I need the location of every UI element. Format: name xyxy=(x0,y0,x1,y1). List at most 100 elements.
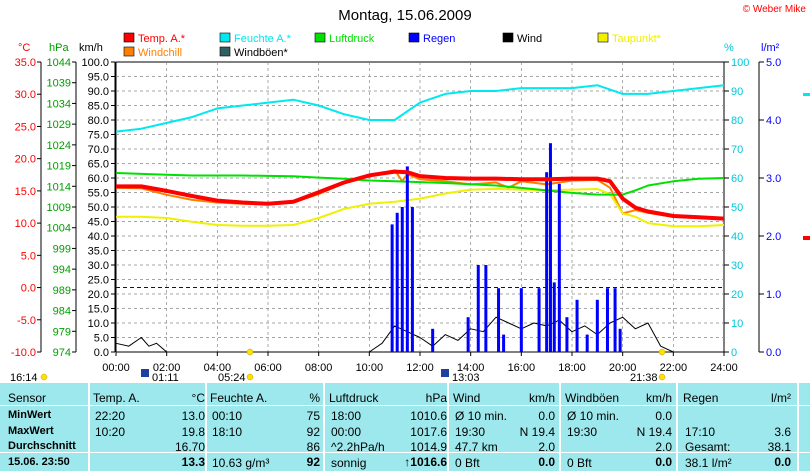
stats-cell-value-dr: 1017.6 xyxy=(410,425,447,439)
sun-icon xyxy=(40,373,48,381)
wind-unit-label: km/h xyxy=(79,42,103,54)
stats-cell-value-wi: 2.0 xyxy=(538,440,555,454)
temp-tick-label: 20.0 xyxy=(15,154,36,166)
stats-header-dr: Luftdruck xyxy=(329,391,379,405)
stats-row-separator xyxy=(0,405,810,406)
wind-tick-label: 60.0 xyxy=(88,173,109,185)
rain-bar xyxy=(497,288,501,352)
humidity-tick-label: 50 xyxy=(731,202,743,214)
stats-cell-time-feu: 18:10 xyxy=(212,425,243,439)
rain-bar xyxy=(400,207,404,352)
wind-tick-label: 100.0 xyxy=(81,57,109,69)
time-tick-label: 02:00 xyxy=(153,362,181,374)
stats-header-bo: Windböen xyxy=(565,391,620,405)
stats-cell-value-wi: N 19.4 xyxy=(519,425,555,439)
series-line-feuchte-a xyxy=(115,84,725,133)
wind-tick-label: 95.0 xyxy=(88,72,109,84)
stats-row-label: MinWert xyxy=(8,409,52,421)
stats-cell-value-temp: 19.8 xyxy=(181,425,205,439)
humidity-tick-label: 40 xyxy=(731,231,743,243)
rain-bar xyxy=(585,334,589,352)
moon-icon xyxy=(141,369,149,377)
stats-column-separator xyxy=(88,383,90,471)
wind-tick-label: 50.0 xyxy=(88,202,109,214)
rain-bar xyxy=(605,288,609,352)
stats-table: Sensor MinWert MaxWert Durchschnitt 15.06. 2… xyxy=(0,383,810,471)
rain-bar xyxy=(537,288,541,352)
stats-cell-value-dr: 1014.9 xyxy=(410,440,447,454)
legend-label: Temp. A.* xyxy=(138,33,186,45)
legend-label: Taupunkt* xyxy=(612,33,662,45)
wind-tick-label: 35.0 xyxy=(88,246,109,258)
stats-cell-time-dr: 18:00 xyxy=(331,409,362,423)
rain-tick-label: 0.0 xyxy=(766,347,781,359)
rain-bar xyxy=(552,282,556,352)
rain-tick-label: 2.0 xyxy=(766,231,781,243)
rain-bar xyxy=(502,334,506,352)
stats-column-separator xyxy=(447,383,449,471)
stats-cell-value-bo: 2.0 xyxy=(655,440,672,454)
stats-column-separator xyxy=(323,383,325,471)
legend-swatch xyxy=(123,46,135,57)
rain-bar xyxy=(557,183,561,352)
stats-header-unit-bo: km/h xyxy=(645,391,672,405)
legend-swatch xyxy=(123,32,135,43)
legend-label: Feuchte A.* xyxy=(234,33,292,45)
humidity-tick-label: 30 xyxy=(731,260,743,272)
temp-tick-label: -10.0 xyxy=(11,347,36,359)
wind-tick-label: 40.0 xyxy=(88,231,109,243)
stats-cell-time-wi: 19:30 xyxy=(455,425,486,439)
rain-bar xyxy=(519,288,523,352)
stats-cell-value-re: 38.1 xyxy=(767,440,791,454)
temp-tick-label: 10.0 xyxy=(15,218,36,230)
stats-cell-value-feu: 92 xyxy=(306,425,320,439)
pressure-tick-label: 1024 xyxy=(47,140,71,152)
humidity-tick-label: 70 xyxy=(731,144,743,156)
stats-cell-time-wi: 47.7 km xyxy=(455,440,498,454)
temp-tick-label: -5.0 xyxy=(17,315,36,327)
legend-swatch xyxy=(314,32,326,43)
stats-cell-value-re: 0.0 xyxy=(774,455,791,469)
temp-tick-label: 35.0 xyxy=(15,57,36,69)
pressure-tick-label: 1044 xyxy=(47,57,71,69)
humidity-tick-label: 60 xyxy=(731,173,743,185)
rain-bar xyxy=(431,328,435,352)
temp-tick-label: 25.0 xyxy=(15,121,36,133)
temp-tick-label: 0.0 xyxy=(21,283,36,295)
humidity-tick-label: 100 xyxy=(731,57,749,69)
pressure-tick-label: 1009 xyxy=(47,202,71,214)
wind-tick-label: 45.0 xyxy=(88,217,109,229)
sun-marker-label: 05:24 xyxy=(218,372,246,383)
rain-bar xyxy=(575,299,579,352)
rain-tick-label: 1.0 xyxy=(766,289,781,301)
series-line-luftdruck xyxy=(115,172,725,196)
wind-tick-label: 15.0 xyxy=(88,304,109,316)
wind-tick-label: 20.0 xyxy=(88,289,109,301)
time-tick-label: 00:00 xyxy=(102,362,130,374)
time-tick-label: 20:00 xyxy=(609,362,637,374)
series-line-taupunkt xyxy=(116,188,725,228)
time-tick-label: 10:00 xyxy=(356,362,384,374)
time-tick-label: 14:00 xyxy=(457,362,485,374)
rain-bar xyxy=(410,207,414,352)
stats-column-separator xyxy=(797,383,799,471)
rain-bar xyxy=(618,328,622,352)
legend-label: Regen xyxy=(423,33,455,45)
stats-cell-value-temp: 16.70 xyxy=(174,440,205,454)
sun-marker-label: 01:11 xyxy=(152,372,179,383)
pressure-tick-label: 1004 xyxy=(47,223,71,235)
legend-swatch xyxy=(219,32,231,43)
rain-tick-label: 4.0 xyxy=(766,115,781,127)
sun-icon xyxy=(246,373,254,381)
stats-cell-time-dr: 00:00 xyxy=(331,425,362,439)
wind-tick-label: 25.0 xyxy=(88,275,109,287)
pressure-tick-label: 1014 xyxy=(47,181,71,193)
pressure-tick-label: 979 xyxy=(53,326,71,338)
series-line-temp-a xyxy=(116,169,725,221)
stats-cell-time-re: Gesamt: xyxy=(685,440,731,454)
stats-cell-value-dr: 1010.6 xyxy=(410,409,447,423)
time-tick-label: 18:00 xyxy=(558,362,586,374)
stats-cell-time-wi: Ø 10 min. xyxy=(455,409,508,423)
legend-label: Wind xyxy=(517,33,542,45)
stats-header-unit-re: l/m² xyxy=(771,391,791,405)
